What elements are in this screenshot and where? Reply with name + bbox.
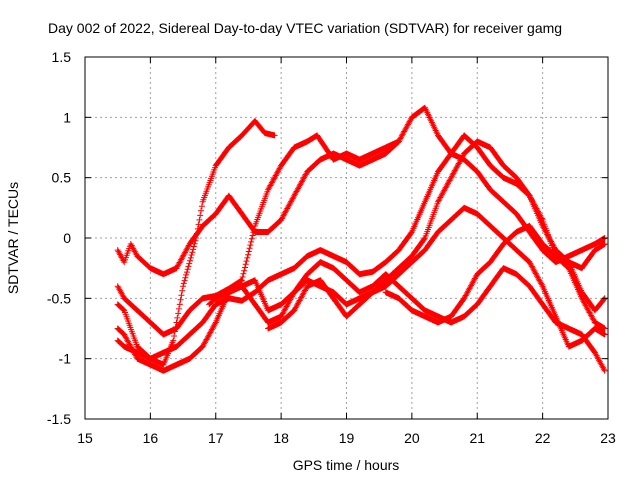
x-tick-label: 19 — [339, 430, 355, 446]
x-tick-label: 17 — [208, 430, 224, 446]
x-tick-label: 21 — [469, 430, 485, 446]
series-track-2 — [114, 132, 402, 338]
y-axis-tick-labels: -1.5 -1 -0.5 0 0.5 1 1.5 — [47, 49, 71, 427]
y-tick-label: 0.5 — [52, 170, 72, 186]
series-track-2-markers — [114, 132, 402, 338]
x-tick-label: 20 — [404, 430, 420, 446]
plot-area — [114, 104, 608, 374]
chart-title: Day 002 of 2022, Sidereal Day-to-day VTE… — [48, 20, 562, 36]
series-track-7 — [265, 204, 608, 350]
x-tick-label: 18 — [273, 430, 289, 446]
x-tick-label: 23 — [600, 430, 616, 446]
series-track-8-markers — [382, 222, 608, 326]
y-tick-label: 1.5 — [52, 49, 72, 65]
x-tick-label: 15 — [77, 430, 93, 446]
grid-lines — [85, 57, 608, 419]
y-tick-label: -1 — [59, 351, 72, 367]
axis-ticks — [84, 56, 609, 420]
series-track-3-markers — [114, 104, 608, 278]
y-tick-label: 1 — [63, 109, 71, 125]
y-tick-label: 0 — [63, 230, 71, 246]
series-track-5-markers — [114, 132, 608, 362]
y-tick-label: -1.5 — [47, 411, 71, 427]
y-tick-label: -0.5 — [47, 290, 71, 306]
x-axis-label: GPS time / hours — [293, 457, 400, 473]
series-track-7-markers — [265, 204, 608, 350]
y-axis-label: SDTVAR / TECUs — [5, 182, 21, 294]
series-track-3 — [114, 104, 608, 278]
x-tick-label: 22 — [535, 430, 551, 446]
x-tick-label: 16 — [143, 430, 159, 446]
series-track-6 — [206, 259, 608, 374]
x-axis-tick-labels: 15 16 17 18 19 20 21 22 23 — [77, 430, 616, 446]
series-track-8 — [382, 222, 608, 326]
series-track-5 — [114, 132, 608, 362]
series-track-6-markers — [206, 259, 608, 374]
